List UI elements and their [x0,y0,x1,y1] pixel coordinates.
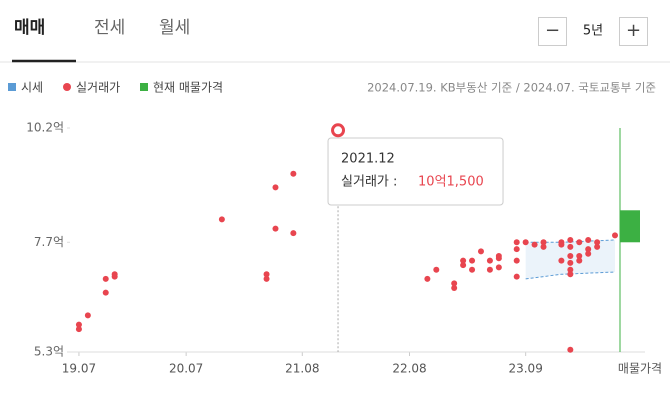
point [486,257,493,264]
y-tick-label: 10.2억 [26,121,64,135]
point [424,275,431,282]
point [576,239,583,246]
point [451,285,458,291]
tab[interactable]: 매매 [14,18,45,38]
point [272,225,279,232]
point [522,239,529,246]
point [84,312,91,319]
point [111,273,118,280]
source-note: 2024.07.19. KB부동산 기준 / 2024.07. 국토교통부 기준 [367,81,656,95]
point [585,246,592,253]
point [567,237,574,243]
range-low [525,271,616,280]
point [558,257,565,264]
legend-swatch [63,83,71,91]
point [567,346,574,353]
point [531,241,538,248]
point [218,216,225,223]
point [495,264,502,271]
point [460,262,467,269]
x-tick-label: 20.07 [169,362,203,376]
point [477,248,484,255]
point [331,123,346,138]
x-tick-label: 21.08 [285,362,319,376]
point [513,273,520,280]
point [594,239,601,246]
y-tick-label: 7.7억 [34,235,64,249]
y-tick-label: 5.3억 [34,345,64,359]
legend-swatch [8,83,16,91]
point [513,246,520,253]
legend-swatch [140,83,148,91]
point [567,259,574,266]
tab[interactable]: 전세 [94,18,125,38]
point [576,253,583,259]
point [75,326,82,333]
point [567,253,574,259]
point [612,232,618,239]
point [567,243,574,250]
range-fill [525,240,615,279]
point [558,239,565,246]
tooltip-label: 실거래가 : [341,175,397,190]
point [594,243,601,250]
point [513,257,520,264]
point [513,239,520,246]
tooltip-value: 10억1,500 [418,175,484,190]
legend-label: 시세 [21,81,43,95]
point [451,280,458,287]
point [495,253,502,259]
point [272,184,279,191]
point [75,321,82,328]
point [263,271,270,278]
period-label: 5년 [583,24,603,39]
point [469,257,476,264]
point [567,271,574,278]
point [263,275,270,282]
point [290,230,297,237]
point [460,257,467,264]
tab[interactable]: 월세 [159,18,190,38]
listing-label: 매물가격 [618,362,662,376]
tooltip-box [327,137,504,206]
minus-button[interactable] [538,17,567,46]
minus-label[interactable]: − [545,20,560,41]
x-tick-label: 22.08 [392,362,426,376]
legend-label: 현재 매물가격 [153,81,223,95]
point [469,266,476,273]
point [567,266,574,273]
x-tick-label: 23.09 [508,362,542,376]
point [433,266,440,273]
point [102,275,109,282]
point [290,170,297,177]
point [576,257,583,264]
listing-range [620,210,640,243]
point [540,243,547,250]
legend-label: 실거래가 [76,81,120,95]
point [585,237,592,243]
point [102,289,109,296]
point [540,239,547,246]
plus-label[interactable]: + [626,20,641,41]
tooltip-title: 2021.12 [341,152,395,167]
point [585,250,592,257]
point [486,266,493,273]
x-tick-label: 19.07 [62,362,96,376]
plus-button[interactable] [619,17,648,46]
